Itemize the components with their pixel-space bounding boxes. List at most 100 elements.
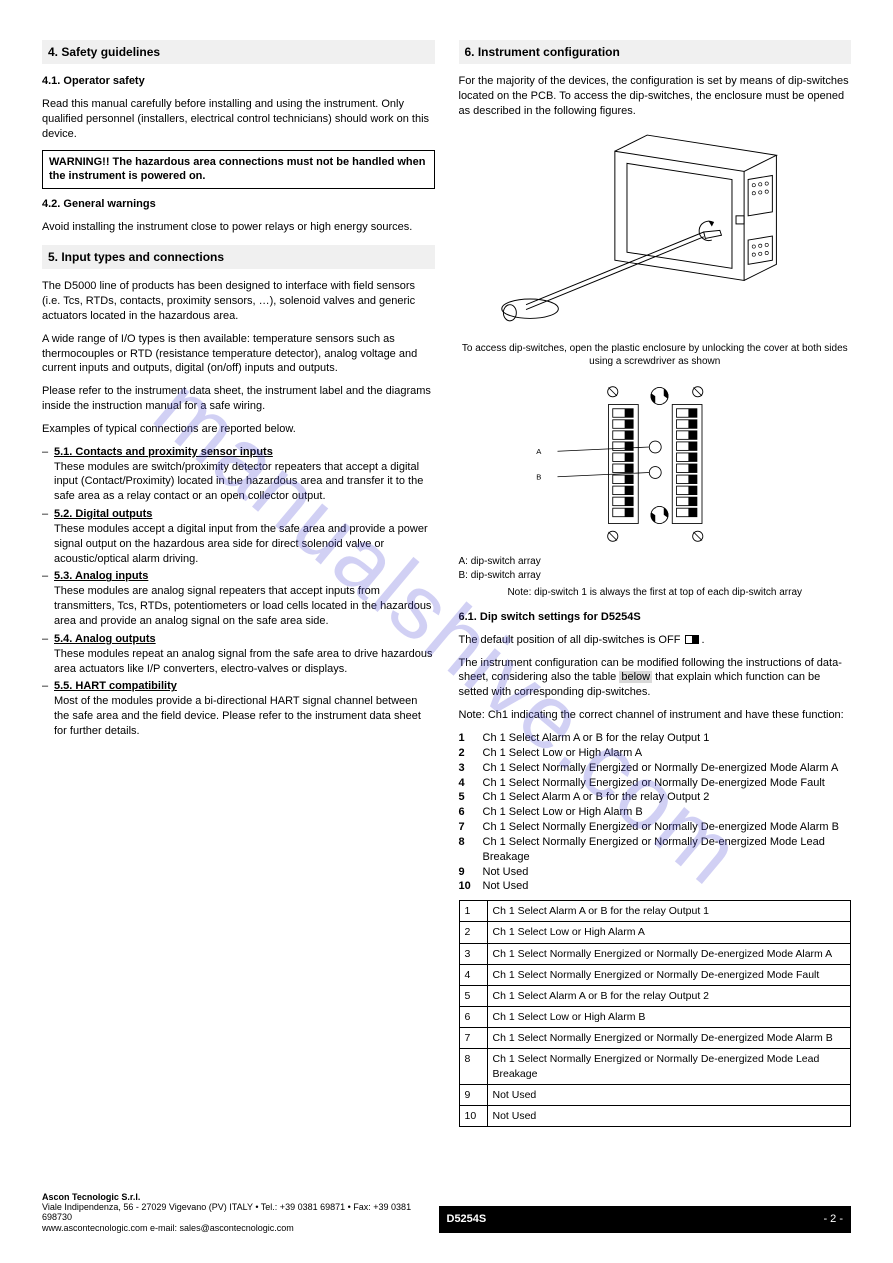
setting-text: Ch 1 Select Normally Energized or Normal…	[483, 835, 852, 865]
bullet-dash: –	[42, 679, 54, 738]
body-text: Examples of typical connections are repo…	[42, 422, 435, 437]
page-footer: Ascon Tecnologic S.r.l. Viale Indipenden…	[42, 1192, 851, 1233]
right-column: 6. Instrument configuration For the majo…	[459, 40, 852, 1127]
dipswitch-icon	[685, 635, 699, 644]
setting-row: 7Ch 1 Select Normally Energized or Norma…	[459, 820, 852, 835]
table-cell: 2	[459, 922, 487, 943]
setting-row: 1Ch 1 Select Alarm A or B for the relay …	[459, 731, 852, 746]
body-text: The default position of all dip-switches…	[459, 633, 852, 648]
settings-table: 1Ch 1 Select Alarm A or B for the relay …	[459, 900, 852, 1127]
table-row: 2Ch 1 Select Low or High Alarm A	[459, 922, 851, 943]
setting-num: 6	[459, 805, 483, 820]
body-text: Read this manual carefully before instal…	[42, 97, 435, 142]
subsection-heading: 6.1. Dip switch settings for D5254S	[459, 610, 852, 625]
setting-num: 10	[459, 879, 483, 894]
body-text: For the majority of the devices, the con…	[459, 74, 852, 119]
table-row: 3Ch 1 Select Normally Energized or Norma…	[459, 943, 851, 964]
subsection-heading: 4.2. General warnings	[42, 197, 435, 212]
footer-web: www.ascontecnologic.com e-mail: sales@as…	[42, 1223, 439, 1233]
setting-num: 8	[459, 835, 483, 865]
subsection: – 5.3. Analog inputs These modules are a…	[42, 569, 435, 628]
body-text: Avoid installing the instrument close to…	[42, 220, 435, 235]
svg-text:A: A	[536, 446, 542, 455]
table-cell: 5	[459, 985, 487, 1006]
table-row: 6Ch 1 Select Low or High Alarm B	[459, 1007, 851, 1028]
table-row: 4Ch 1 Select Normally Energized or Norma…	[459, 964, 851, 985]
body-text: Note: Ch1 indicating the correct channel…	[459, 708, 852, 723]
footer-page-number: - 2 -	[823, 1212, 843, 1227]
subsection-heading: 5.5. HART compatibility	[54, 679, 435, 694]
dip-label-b: B: dip-switch array	[459, 569, 852, 583]
setting-row: 2Ch 1 Select Low or High Alarm A	[459, 746, 852, 761]
setting-text: Ch 1 Select Normally Energized or Normal…	[483, 761, 852, 776]
footer-address: Viale Indipendenza, 56 - 27029 Vigevano …	[42, 1202, 439, 1223]
table-cell: 8	[459, 1049, 487, 1084]
dipswitch-diagram: A B A: dip-switch array B: dip-switch ar…	[459, 379, 852, 600]
text-fragment: The default position of all dip-switches…	[459, 634, 684, 646]
setting-text: Ch 1 Select Low or High Alarm A	[483, 746, 852, 761]
table-cell: Ch 1 Select Alarm A or B for the relay O…	[487, 901, 851, 922]
body-text: These modules are switch/proximity detec…	[54, 460, 435, 505]
table-cell: Ch 1 Select Low or High Alarm A	[487, 922, 851, 943]
section-heading-safety: 4. Safety guidelines	[42, 40, 435, 64]
dip-label-a: A: dip-switch array	[459, 555, 852, 569]
body-text: These modules are analog signal repeater…	[54, 584, 435, 629]
setting-row: 3Ch 1 Select Normally Energized or Norma…	[459, 761, 852, 776]
footer-left: Ascon Tecnologic S.r.l. Viale Indipenden…	[42, 1192, 439, 1233]
table-row: 1Ch 1 Select Alarm A or B for the relay …	[459, 901, 851, 922]
footer-company: Ascon Tecnologic S.r.l.	[42, 1192, 439, 1202]
bullet-dash: –	[42, 632, 54, 677]
setting-num: 7	[459, 820, 483, 835]
subsection: – 5.5. HART compatibility Most of the mo…	[42, 679, 435, 738]
section-heading-config: 6. Instrument configuration	[459, 40, 852, 64]
setting-num: 9	[459, 865, 483, 880]
body-text: A wide range of I/O types is then availa…	[42, 332, 435, 377]
warning-box: WARNING!! The hazardous area connections…	[42, 150, 435, 190]
table-row: 8Ch 1 Select Normally Energized or Norma…	[459, 1049, 851, 1084]
footer-right: D5254S - 2 -	[439, 1206, 852, 1233]
setting-text: Ch 1 Select Normally Energized or Normal…	[483, 820, 852, 835]
left-column: 4. Safety guidelines 4.1. Operator safet…	[42, 40, 435, 1127]
bullet-dash: –	[42, 569, 54, 628]
setting-text: Ch 1 Select Low or High Alarm B	[483, 805, 852, 820]
footer-product: D5254S	[447, 1212, 487, 1227]
setting-text: Ch 1 Select Alarm A or B for the relay O…	[483, 731, 852, 746]
table-cell: 9	[459, 1084, 487, 1105]
body-text: These modules accept a digital input fro…	[54, 522, 435, 567]
page-content: 4. Safety guidelines 4.1. Operator safet…	[0, 0, 893, 1157]
setting-row: 8Ch 1 Select Normally Energized or Norma…	[459, 835, 852, 865]
table-cell: Ch 1 Select Normally Energized or Normal…	[487, 964, 851, 985]
svg-text:B: B	[536, 472, 541, 481]
dip-note: Note: dip-switch 1 is always the first a…	[459, 586, 852, 600]
text-fragment: .	[701, 634, 704, 646]
table-row: 7Ch 1 Select Normally Energized or Norma…	[459, 1028, 851, 1049]
table-cell: 6	[459, 1007, 487, 1028]
table-cell: 4	[459, 964, 487, 985]
setting-text: Ch 1 Select Alarm A or B for the relay O…	[483, 790, 852, 805]
setting-row: 5Ch 1 Select Alarm A or B for the relay …	[459, 790, 852, 805]
bullet-dash: –	[42, 445, 54, 504]
subsection: – 5.4. Analog outputs These modules repe…	[42, 632, 435, 677]
setting-text: Not Used	[483, 879, 852, 894]
body-text: The D5000 line of products has been desi…	[42, 279, 435, 324]
setting-row: 10Not Used	[459, 879, 852, 894]
body-text: These modules repeat an analog signal fr…	[54, 647, 435, 677]
table-row: 5Ch 1 Select Alarm A or B for the relay …	[459, 985, 851, 1006]
setting-row: 9Not Used	[459, 865, 852, 880]
body-text: Most of the modules provide a bi-directi…	[54, 694, 435, 739]
setting-num: 3	[459, 761, 483, 776]
setting-row: 4Ch 1 Select Normally Energized or Norma…	[459, 776, 852, 791]
subsection-heading: 5.2. Digital outputs	[54, 507, 435, 522]
table-cell: 1	[459, 901, 487, 922]
subsection: – 5.2. Digital outputs These modules acc…	[42, 507, 435, 566]
body-text: Please refer to the instrument data shee…	[42, 384, 435, 414]
section-heading-inputs: 5. Input types and connections	[42, 245, 435, 269]
bullet-dash: –	[42, 507, 54, 566]
setting-text: Not Used	[483, 865, 852, 880]
table-cell: Ch 1 Select Normally Energized or Normal…	[487, 1028, 851, 1049]
body-text: The instrument configuration can be modi…	[459, 656, 852, 701]
setting-num: 4	[459, 776, 483, 791]
table-cell: 10	[459, 1105, 487, 1126]
table-cell: Ch 1 Select Normally Energized or Normal…	[487, 943, 851, 964]
table-cell: Ch 1 Select Normally Energized or Normal…	[487, 1049, 851, 1084]
